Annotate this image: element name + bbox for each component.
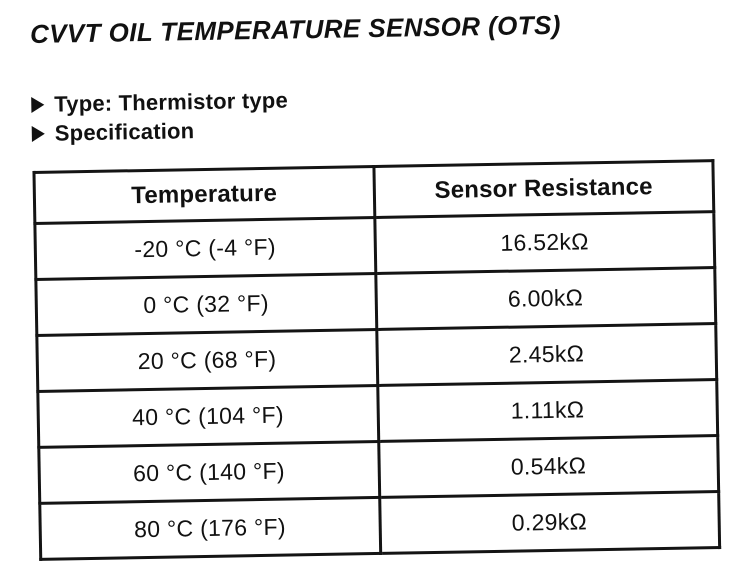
resistance-cell: 1.11kΩ (377, 379, 718, 442)
table-row: 80 °C (176 °F) 0.29kΩ (39, 491, 720, 560)
temperature-cell: 60 °C (140 °F) (38, 441, 380, 504)
bullet-item-type: Type: Thermistor type (31, 86, 288, 119)
resistance-cell: 6.00kΩ (375, 267, 716, 330)
bullet-label-type: Type: Thermistor type (54, 87, 289, 117)
resistance-cell: 0.29kΩ (379, 491, 720, 554)
triangle-bullet-icon (31, 96, 45, 113)
resistance-cell: 0.54kΩ (378, 435, 719, 498)
bullet-list: Type: Thermistor type Specification (31, 86, 289, 148)
temperature-cell: -20 °C (-4 °F) (34, 217, 376, 280)
column-header-temperature: Temperature (33, 166, 375, 224)
temperature-cell: 80 °C (176 °F) (39, 497, 381, 560)
resistance-cell: 2.45kΩ (376, 323, 717, 386)
column-header-sensor-resistance: Sensor Resistance (373, 160, 714, 218)
bullet-label-specification: Specification (54, 117, 195, 146)
bullet-item-specification: Specification (31, 115, 289, 148)
resistance-cell: 16.52kΩ (374, 211, 715, 274)
specification-table: Temperature Sensor Resistance -20 °C (-4… (32, 159, 722, 561)
temperature-cell: 40 °C (104 °F) (37, 385, 379, 448)
triangle-bullet-icon (31, 125, 45, 142)
page-title: CVVT OIL TEMPERATURE SENSOR (OTS) (29, 9, 562, 49)
temperature-cell: 0 °C (32 °F) (35, 273, 377, 336)
temperature-cell: 20 °C (68 °F) (36, 329, 378, 392)
